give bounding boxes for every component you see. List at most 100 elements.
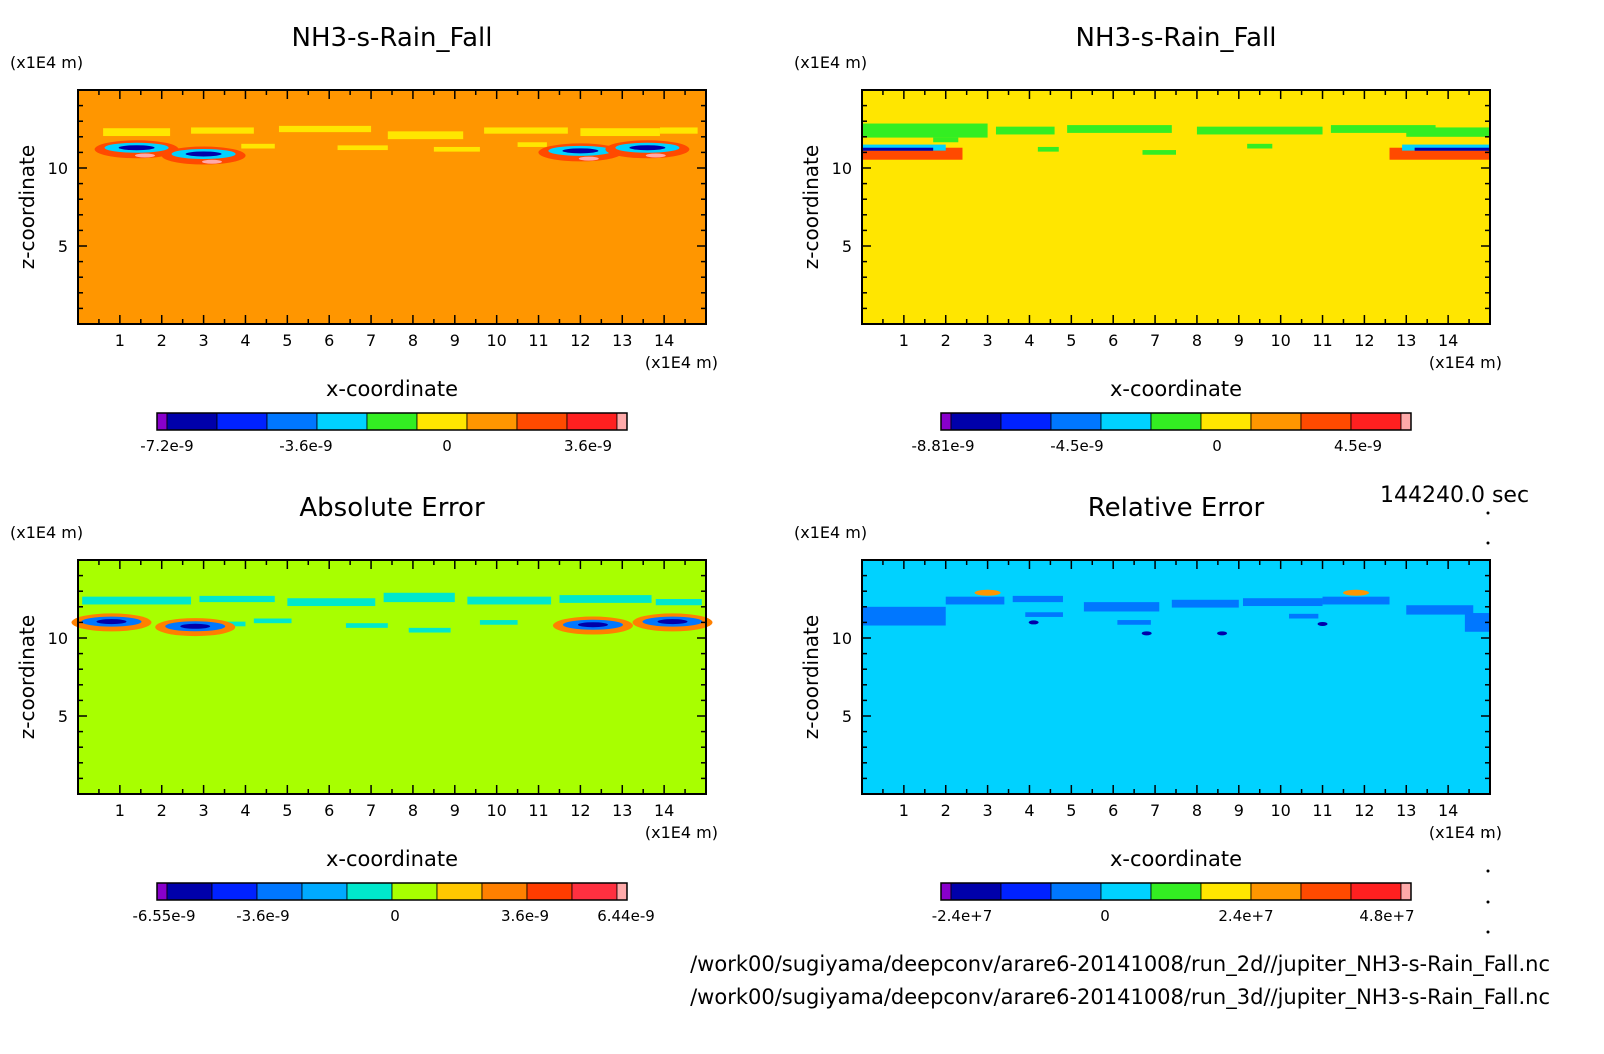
- colorbar-segment: [616, 412, 628, 431]
- y-axis-label: z-coordinate: [15, 615, 39, 739]
- x-tick-label: 13: [612, 331, 632, 350]
- x-tick-label: 1: [115, 801, 125, 820]
- x-tick-label: 12: [570, 801, 590, 820]
- x-tick-label: 5: [1066, 801, 1076, 820]
- colorbar-segment: [211, 882, 258, 901]
- x-tick-label: 10: [486, 331, 506, 350]
- contour-patch: [103, 128, 171, 137]
- x-tick-label: 14: [654, 331, 674, 350]
- y-tick-label: 5: [842, 707, 852, 726]
- y-axis-label: z-coordinate: [15, 145, 39, 269]
- contour-patch: [1025, 612, 1063, 617]
- field-background: [78, 90, 706, 324]
- contour-patch: [1406, 127, 1490, 137]
- contour-band: [1402, 144, 1490, 151]
- colorbar-segment: [1100, 882, 1152, 901]
- contour-patch: [199, 595, 275, 603]
- x-tick-label: 13: [1396, 801, 1416, 820]
- contour-blob: [180, 623, 211, 629]
- x-tick-label: 4: [1024, 331, 1034, 350]
- colorbar-label: 6.44e-9: [597, 907, 655, 925]
- colorbar-label: 0: [1212, 437, 1222, 455]
- contour-patch: [580, 128, 660, 137]
- x-tick-label: 4: [1024, 801, 1034, 820]
- colorbar-segment: [616, 882, 628, 901]
- x-tick-label: 6: [324, 331, 334, 350]
- margin-dot: [1486, 511, 1490, 515]
- colorbar-label: -6.55e-9: [133, 907, 196, 925]
- colorbar-segment: [481, 882, 528, 901]
- file-path-run-3d: /work00/sugiyama/deepconv/arare6-2014100…: [690, 985, 1550, 1009]
- contour-patch: [1083, 602, 1160, 612]
- y-unit-label: (x1E4 m): [10, 523, 83, 542]
- x-tick-label: 1: [115, 331, 125, 350]
- contour-patch: [191, 127, 254, 134]
- x-tick-label: 11: [528, 801, 548, 820]
- colorbar-segment: [566, 412, 618, 431]
- y-axis-label: z-coordinate: [799, 615, 823, 739]
- contour-patch: [387, 131, 464, 140]
- panel-title: Relative Error: [1088, 493, 1265, 523]
- colorbar-segment: [301, 882, 348, 901]
- contour-patch: [241, 143, 275, 149]
- contour-patch: [1322, 596, 1390, 605]
- contour-blob: [185, 151, 222, 157]
- x-tick-label: 7: [366, 801, 376, 820]
- x-axis-label: x-coordinate: [326, 377, 458, 401]
- contour-blob: [577, 622, 608, 628]
- contour-patch: [433, 146, 480, 152]
- colorbar-segment: [940, 412, 952, 431]
- colorbar-segment: [571, 882, 618, 901]
- y-tick-label: 5: [842, 237, 852, 256]
- colorbar-segment: [940, 882, 952, 901]
- colorbar-segment: [1050, 412, 1102, 431]
- colorbar-label: -7.2e-9: [140, 437, 193, 455]
- contour-patch: [479, 620, 518, 625]
- panel-1: NH3-s-Rain_Fall(x1E4 m)1 2 3 4 5 6 7 8 9 10 11 12 13…: [10, 23, 718, 455]
- colorbar: -2.4e+7 0 2.4e+7 4.8e+7: [932, 882, 1415, 925]
- contour-patch: [1142, 150, 1176, 155]
- panel-3: Absolute Error(x1E4 m)1 2 3 4 5 6 7 8 9 10 11 12 13 1…: [10, 493, 718, 925]
- contour-band: [1414, 147, 1490, 151]
- x-axis-label: x-coordinate: [326, 847, 458, 871]
- panel-4: Relative Error(x1E4 m)1 2 3 4 5 6 7 8 9 10 11 12 13 1…: [794, 493, 1502, 925]
- colorbar-segment: [416, 412, 468, 431]
- x-tick-label: 10: [486, 801, 506, 820]
- x-tick-label: 13: [612, 801, 632, 820]
- contour-blob: [578, 156, 599, 161]
- panel-title: Absolute Error: [299, 493, 485, 523]
- contour-blob: [645, 153, 666, 158]
- x-tick-label: 14: [1438, 331, 1458, 350]
- colorbar: -6.55e-9 -3.6e-9 0 3.6e-9 6.44e-9: [133, 882, 655, 925]
- margin-dot: [1486, 541, 1490, 545]
- x-tick-label: 7: [1150, 331, 1160, 350]
- y-axis-label: z-coordinate: [799, 145, 823, 269]
- x-tick-label: 14: [1438, 801, 1458, 820]
- contour-patch: [484, 127, 568, 134]
- x-tick-label: 11: [528, 331, 548, 350]
- x-tick-label: 8: [1192, 801, 1202, 820]
- contour-patch: [933, 137, 959, 143]
- colorbar-segment: [366, 412, 418, 431]
- colorbar-segment: [436, 882, 483, 901]
- contour-blob: [629, 145, 666, 151]
- x-tick-label: 3: [983, 801, 993, 820]
- contour-blob: [1343, 589, 1370, 596]
- colorbar-segment: [1000, 882, 1052, 901]
- x-tick-label: 3: [199, 801, 209, 820]
- colorbar-segment: [166, 882, 213, 901]
- colorbar-segment: [1300, 882, 1352, 901]
- contour-blob: [201, 159, 222, 164]
- contour-patch: [1242, 598, 1323, 607]
- margin-dot: [1486, 834, 1490, 838]
- x-tick-label: 5: [1066, 331, 1076, 350]
- contour-patch: [82, 596, 192, 605]
- contour-patch: [559, 595, 652, 603]
- contour-patch: [1464, 613, 1490, 632]
- colorbar-label: -4.5e-9: [1050, 437, 1103, 455]
- colorbar-segment: [1300, 412, 1352, 431]
- x-tick-label: 11: [1312, 331, 1332, 350]
- colorbar-label: 2.4e+7: [1218, 907, 1273, 925]
- colorbar-segment: [1350, 882, 1402, 901]
- x-tick-label: 8: [408, 331, 418, 350]
